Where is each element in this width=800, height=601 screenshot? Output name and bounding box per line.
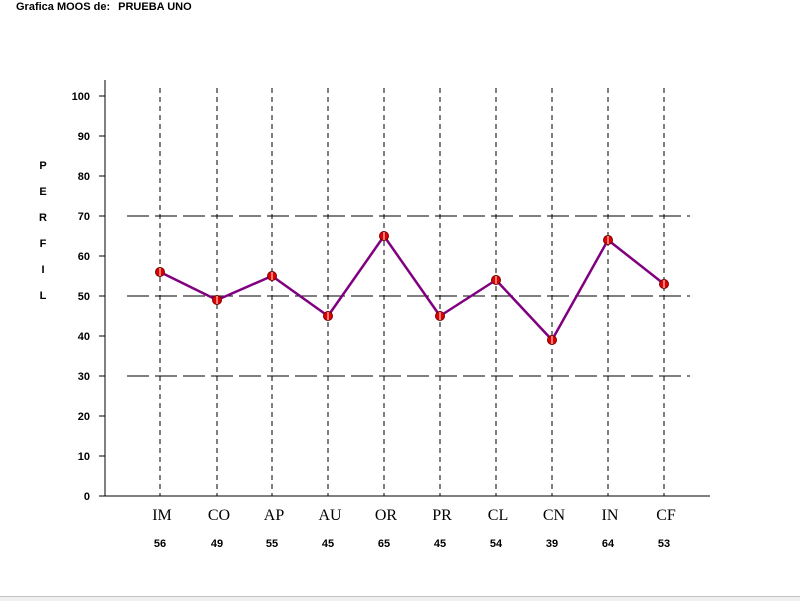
- y-axis-label-letter: R: [39, 212, 47, 224]
- y-tick-label: 60: [78, 251, 90, 263]
- y-axis-label-letter: E: [39, 186, 47, 198]
- window-bottom-border: [0, 596, 800, 601]
- y-tick-label: 0: [84, 491, 90, 503]
- x-category-label: OR: [375, 507, 398, 524]
- value-label: 65: [378, 538, 390, 550]
- value-label: 56: [154, 538, 166, 550]
- y-tick-label: 10: [78, 451, 90, 463]
- y-axis-label-letter: I: [41, 264, 45, 276]
- y-tick-label: 40: [78, 331, 90, 343]
- y-axis-label: P E R F I L: [36, 156, 50, 312]
- x-category-label: IN: [602, 507, 619, 524]
- x-category-label: PR: [432, 507, 452, 524]
- y-tick-label: 30: [78, 371, 90, 383]
- series-line: [159, 234, 665, 342]
- y-tick-label: 80: [78, 171, 90, 183]
- y-axis-label-letter: F: [39, 238, 47, 250]
- value-label: 55: [266, 538, 278, 550]
- chart-title: Grafica MOOS de: PRUEBA UNO: [16, 1, 192, 13]
- y-tick-label: 70: [78, 211, 90, 223]
- y-tick-label: 50: [78, 291, 90, 303]
- value-label: 64: [602, 538, 615, 550]
- y-axis-label-letter: P: [39, 160, 47, 172]
- value-label: 53: [658, 538, 670, 550]
- y-tick-label: 100: [72, 91, 90, 103]
- value-label: 54: [490, 538, 503, 550]
- y-tick-label: 90: [78, 131, 90, 143]
- x-category-label: CF: [656, 507, 676, 524]
- value-label: 49: [211, 538, 223, 550]
- x-category-label: CO: [208, 507, 230, 524]
- x-category-label: AP: [264, 507, 285, 524]
- value-label: 45: [434, 538, 446, 550]
- value-label: 39: [546, 538, 558, 550]
- title-prefix: Grafica MOOS de:: [16, 1, 111, 13]
- x-category-label: CL: [488, 507, 508, 524]
- x-category-label: AU: [318, 507, 342, 524]
- x-category-label: CN: [543, 507, 566, 524]
- x-category-label: IM: [152, 507, 172, 524]
- value-label: 45: [322, 538, 334, 550]
- y-tick-label: 20: [78, 411, 90, 423]
- title-subject: PRUEBA UNO: [118, 1, 192, 13]
- y-axis-label-letter: L: [39, 290, 47, 302]
